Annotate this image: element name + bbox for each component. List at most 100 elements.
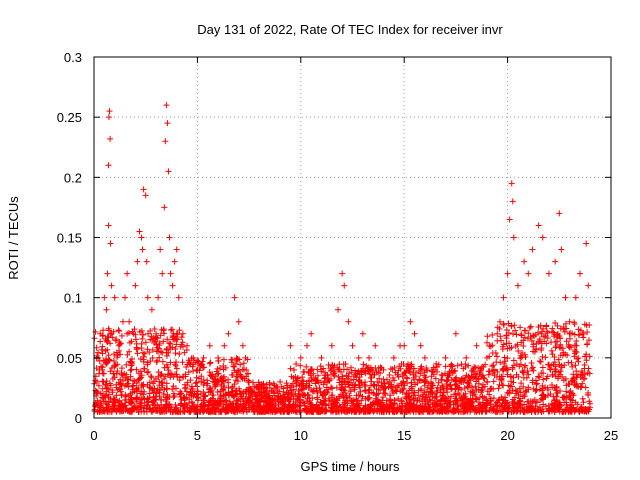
data-point-background [372,365,379,372]
data-point-background [459,401,466,408]
data-point-background [346,370,353,377]
data-point-background [208,373,215,380]
data-point-background [368,378,375,385]
data-point-background [502,394,509,401]
data-point-background [513,371,520,378]
data-point-background [201,392,208,399]
data-point-background [200,364,207,371]
data-point-background [144,396,151,403]
data-point-background [335,366,342,373]
data-point-background [365,367,372,374]
data-point-background [178,334,185,341]
data-point-background [303,398,310,405]
data-point-background [553,393,560,400]
data-point-background [105,394,112,401]
data-point-background [555,373,562,380]
data-point-background [220,356,227,363]
data-point-background [169,408,176,415]
data-point-background [164,393,171,400]
data-point-background [159,349,166,356]
data-point-background [154,386,161,393]
data-point-background [324,371,331,378]
data-point-background [521,393,528,400]
data-point-background [146,384,153,391]
data-point-background [348,369,355,376]
data-point-background [315,408,322,415]
data-point-background [300,378,307,385]
data-point-background [510,407,517,414]
data-point-background [160,326,167,333]
y-tick-label: 0.3 [64,50,82,65]
data-point [562,294,569,301]
data-point-background [228,385,235,392]
data-point-background [403,390,410,397]
data-point-background [333,399,340,406]
data-point-background [543,328,550,335]
data-point-background [472,383,479,390]
data-point-background [566,344,573,351]
data-point-background [226,392,233,399]
data-point-background [503,335,510,342]
data-point-background [406,366,413,373]
data-point-background [315,379,322,386]
data-point-background [345,381,352,388]
data-point-background [542,393,549,400]
data-point-background [335,373,342,380]
data-point-background [215,378,222,385]
data-point-background [391,407,398,414]
data-point-background [271,406,278,413]
data-point-background [461,385,468,392]
data-point-background [263,388,270,395]
data-point-background [230,393,237,400]
data-point-background [560,326,567,333]
data-point-background [177,393,184,400]
data-point-background [127,367,134,374]
data-point-background [395,395,402,402]
data-point-background [219,386,226,393]
y-axis-label: ROTI / TECUs [6,196,21,280]
data-point-background [177,388,184,395]
data-point-background [532,403,539,410]
data-point-background [521,334,528,341]
data-point-background [173,341,180,348]
data-point-background [99,350,106,357]
data-point-background [197,363,204,370]
data-point-background [508,383,515,390]
data-point-background [300,392,307,399]
data-point-background [398,404,405,411]
data-point-background [161,404,168,411]
data-point-background [427,385,434,392]
data-point-background [407,369,414,376]
data-point-background [240,408,247,415]
data-point-background [473,396,480,403]
data-point-background [113,392,120,399]
data-point-background [233,357,240,364]
data-point-background [579,395,586,402]
data-point-background [110,357,117,364]
data-point-background [141,395,148,402]
data-point-background [534,380,541,387]
data-point-background [291,366,298,373]
data-point-background [493,359,500,366]
data-point-background [214,365,221,372]
data-point-background [314,396,321,403]
data-point-background [152,335,159,342]
data-point [157,246,164,253]
data-point-background [341,399,348,406]
data-point-background [453,397,460,404]
data-point-background [328,405,335,412]
data-point-background [169,326,176,333]
data-point-background [455,402,462,409]
data-point-background [287,392,294,399]
data-point-background [112,402,119,409]
data-point-background [109,376,116,383]
data-point-background [377,364,384,371]
data-point-background [370,390,377,397]
data-point-background [326,377,333,384]
data-point-background [172,346,179,353]
data-point-background [328,404,335,411]
data-point-background [179,359,186,366]
data-point-background [484,339,491,346]
data-point-background [438,371,445,378]
data-point-background [355,378,362,385]
